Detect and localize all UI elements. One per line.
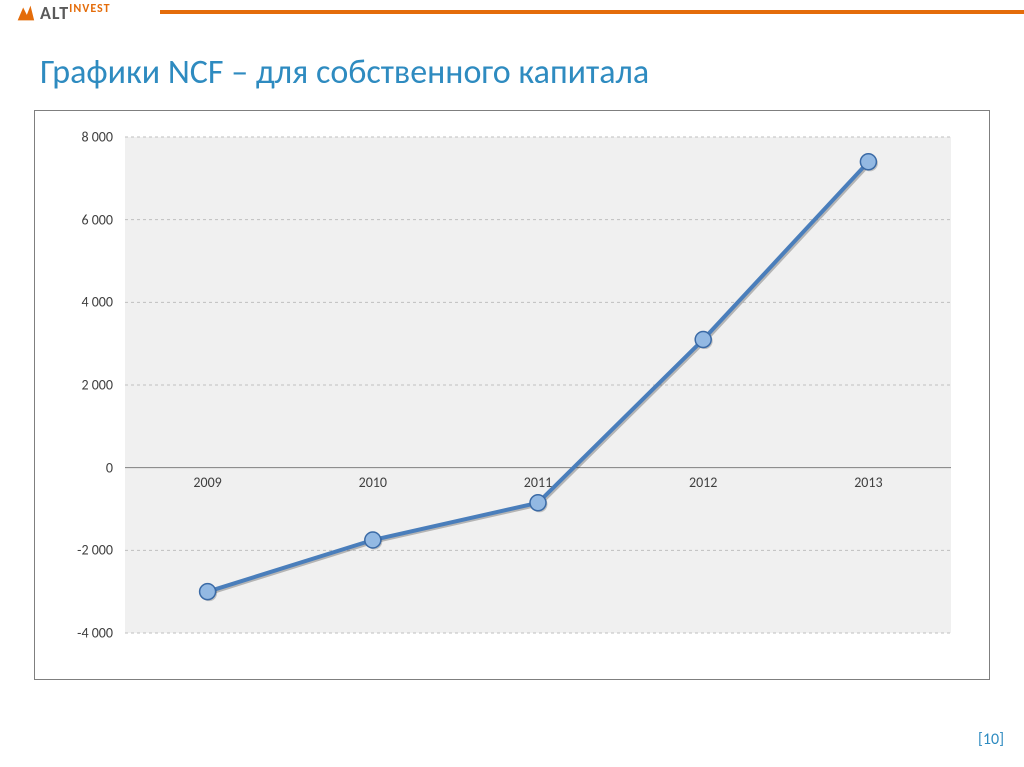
chart-svg — [125, 137, 951, 633]
x-tick-label: 2011 — [524, 474, 552, 491]
page-title: Графики NCF – для собственного капитала — [40, 52, 649, 93]
y-tick-label: 2 000 — [81, 377, 113, 394]
chart-container: 8 0006 0004 0002 0000-2 000-4 000 200920… — [34, 110, 990, 680]
y-tick-label: 0 — [106, 459, 113, 476]
header: ALTINVEST — [0, 0, 1024, 30]
logo-text-main: ALT — [40, 2, 69, 24]
y-tick-label: 8 000 — [81, 129, 113, 146]
logo-icon — [14, 2, 36, 24]
y-tick-label: -4 000 — [77, 625, 113, 642]
y-tick-label: -2 000 — [77, 542, 113, 559]
y-tick-label: 6 000 — [81, 211, 113, 228]
logo-text-sub: INVEST — [69, 2, 110, 16]
plot-area: 2009 2010 2011 2012 2013 — [125, 137, 951, 633]
logo: ALTINVEST — [14, 2, 111, 24]
x-tick-label: 2012 — [689, 474, 717, 491]
x-tick-label: 2013 — [854, 474, 882, 491]
x-tick-label: 2010 — [359, 474, 387, 491]
y-axis: 8 000 6 000 4 000 2 000 0 -2 000 -4 000 — [63, 131, 119, 639]
logo-text: ALTINVEST — [40, 2, 111, 24]
x-tick-label: 2009 — [193, 474, 221, 491]
chart: 8 0006 0004 0002 0000-2 000-4 000 200920… — [63, 131, 961, 639]
header-accent-bar — [160, 10, 1024, 14]
y-tick-label: 4 000 — [81, 294, 113, 311]
page-number: [10] — [978, 730, 1004, 749]
